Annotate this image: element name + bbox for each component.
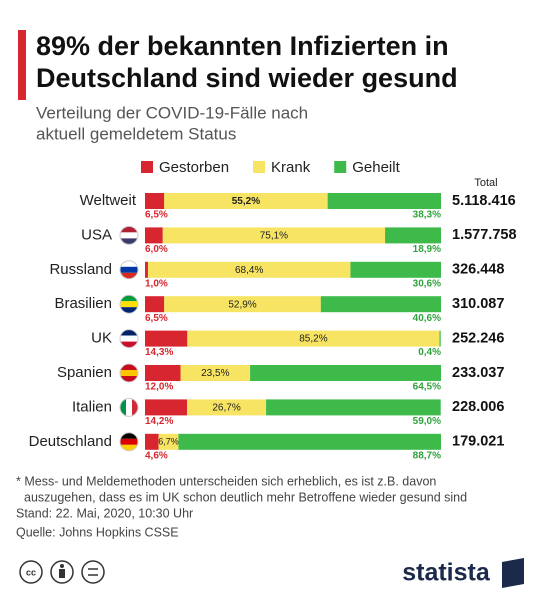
value-label: 14,2%	[145, 416, 173, 427]
total-label: 179.021	[452, 434, 504, 450]
legend-swatch	[334, 161, 347, 173]
total-label: 326.448	[452, 262, 504, 278]
value-label: 1,0%	[145, 278, 168, 289]
legend-swatch	[253, 161, 266, 173]
flag-icon	[119, 329, 139, 349]
bar-segment	[164, 193, 328, 209]
value-label: 14,3%	[145, 347, 173, 358]
value-label: 75,1%	[260, 231, 288, 242]
bar-segment	[266, 399, 441, 416]
subtitle: aktuell gemeldetem Status	[36, 124, 236, 143]
bar-segment	[145, 365, 181, 381]
total-label: 5.118.416	[452, 193, 516, 209]
legend-label: Geheilt	[352, 159, 400, 176]
value-label: 4,6%	[145, 450, 168, 461]
value-label: 64,5%	[413, 382, 441, 393]
category-label: Weltweit	[80, 192, 137, 209]
bar-segment	[145, 193, 165, 209]
chart-title: 89% der bekannten Infizierten in	[36, 31, 449, 61]
flag-icon	[119, 294, 139, 314]
bar-segment	[145, 330, 188, 347]
value-label: 6,0%	[145, 244, 168, 255]
value-label: 12,0%	[145, 382, 173, 393]
bar-segment	[320, 296, 441, 313]
flag-icon	[119, 363, 139, 383]
flag-icon	[119, 260, 139, 280]
legend-label: Gestorben	[159, 159, 229, 176]
value-label: 6,7%	[158, 437, 179, 447]
value-label: 88,7%	[413, 450, 441, 461]
bar-segment	[439, 330, 441, 347]
value-label: 6,5%	[145, 210, 168, 221]
value-label: 85,2%	[299, 334, 327, 345]
value-label: 23,5%	[201, 368, 229, 379]
total-label: 233.037	[452, 365, 504, 381]
bar-segment	[178, 433, 441, 450]
subtitle: Verteilung der COVID-19-Fälle nach	[36, 103, 308, 122]
note: * Mess- und Meldemethoden unterscheiden …	[16, 474, 436, 488]
value-label: 30,6%	[413, 278, 441, 289]
category-label: Italien	[72, 398, 112, 415]
legend-swatch	[141, 161, 153, 173]
chart-title: Deutschland sind wieder gesund	[36, 63, 458, 93]
bar-segment	[385, 227, 441, 244]
bar-segment	[327, 193, 441, 209]
bar-segment	[187, 330, 440, 347]
bar-segment	[164, 296, 321, 313]
value-label: 26,7%	[212, 403, 240, 414]
bar-segment	[145, 433, 159, 450]
license-icons: cc	[19, 560, 105, 584]
svg-text:cc: cc	[26, 567, 36, 577]
value-label: 52,9%	[228, 299, 256, 310]
category-label: Brasilien	[54, 295, 112, 312]
bar-segment	[145, 296, 165, 313]
note: auszugehen, dass es im UK schon deutlich…	[24, 490, 467, 504]
value-label: 6,5%	[145, 313, 168, 324]
value-label: 68,4%	[235, 265, 263, 276]
total-label: 1.577.758	[452, 227, 517, 243]
value-label: 38,3%	[413, 210, 441, 221]
bar-segment	[162, 227, 386, 244]
source: Quelle: Johns Hopkins CSSE	[16, 525, 179, 539]
category-label: UK	[91, 330, 112, 347]
total-label: 228.006	[452, 399, 504, 415]
value-label: 55,2%	[232, 196, 260, 207]
category-label: USA	[81, 226, 112, 243]
total-header: Total	[474, 177, 497, 189]
value-label: 0,4%	[418, 347, 441, 358]
bar-segment	[187, 399, 267, 416]
flag-icon	[119, 432, 139, 452]
bar-segment	[147, 261, 351, 278]
flag-icon	[119, 397, 139, 417]
bar-segment	[158, 433, 179, 450]
bar-segment	[145, 227, 163, 244]
category-label: Spanien	[57, 364, 112, 381]
bar-segment	[145, 399, 188, 416]
flag-icon	[119, 225, 139, 245]
bar-segment	[145, 261, 148, 278]
brand-icon	[502, 558, 524, 588]
note: Stand: 22. Mai, 2020, 10:30 Uhr	[16, 506, 193, 520]
total-label: 252.246	[452, 330, 504, 346]
bar-segment	[350, 261, 441, 278]
title-accent	[18, 30, 26, 100]
legend-label: Krank	[271, 159, 311, 176]
category-label: Russland	[49, 261, 112, 278]
category-label: Deutschland	[29, 433, 112, 450]
value-label: 40,6%	[413, 313, 441, 324]
value-label: 18,9%	[413, 244, 441, 255]
bar-segment	[250, 365, 441, 381]
bar-segment	[180, 365, 251, 381]
brand-logo: statista	[402, 559, 491, 587]
total-label: 310.087	[452, 296, 504, 312]
value-label: 59,0%	[413, 416, 441, 427]
